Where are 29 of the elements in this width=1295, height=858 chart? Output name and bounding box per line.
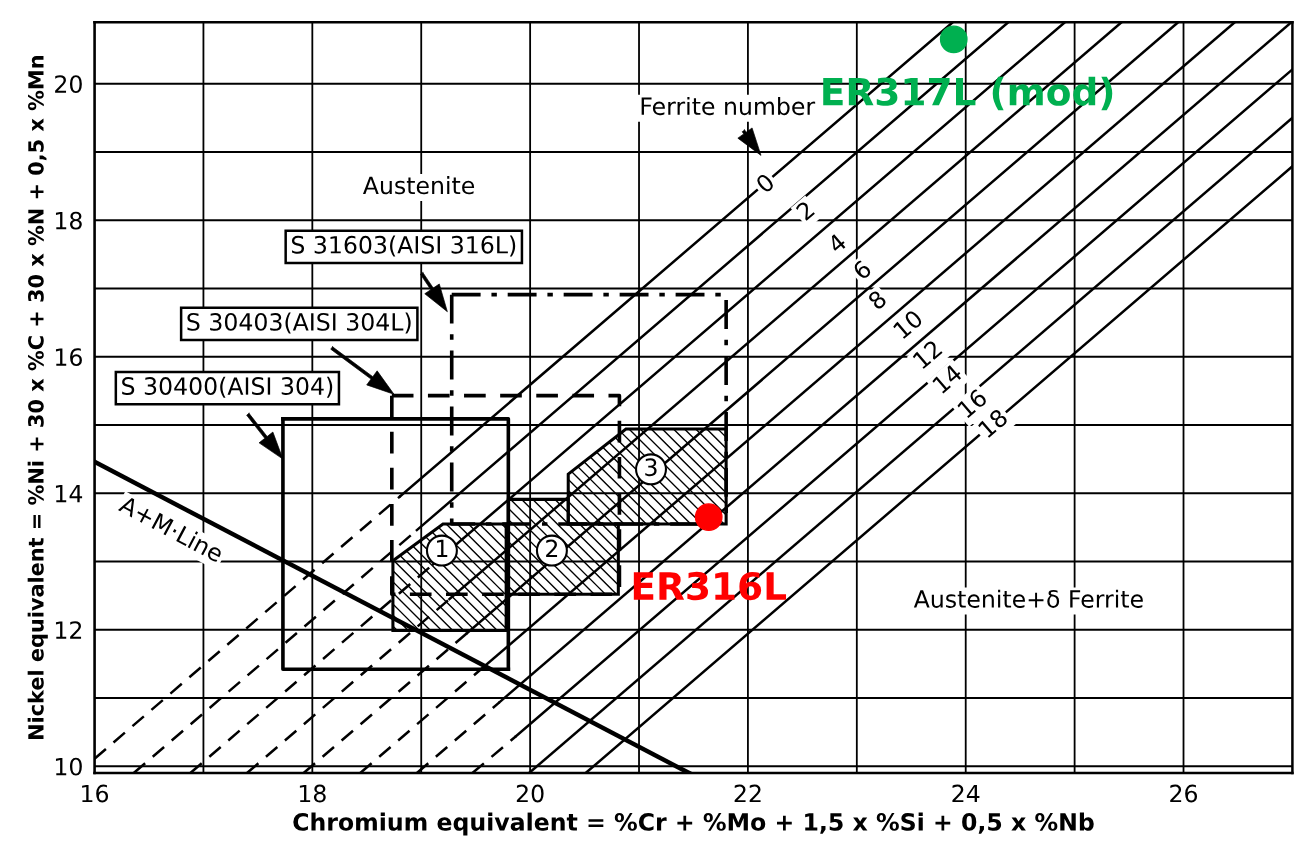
annotation: 3: [645, 458, 657, 477]
annotation: 8: [866, 289, 888, 311]
x-tick-label: 20: [516, 784, 544, 803]
annotation: Ferrite number: [641, 96, 816, 116]
annotation: 4: [826, 232, 848, 254]
annotation: 6: [851, 259, 873, 281]
y-tick-label: 12: [55, 621, 82, 639]
x-tick-label: 16: [82, 784, 109, 803]
annotation: 1: [437, 539, 448, 558]
y-tick-label: 14: [55, 484, 83, 503]
annotation: Austenite+δ Ferrite: [913, 589, 1143, 608]
y-tick-label: 20: [55, 75, 82, 94]
annotation: S 30400(AISI 304): [122, 376, 333, 398]
annotation: 10: [892, 308, 924, 340]
annotation: 0: [754, 172, 776, 194]
annotation: S 31603(AISI 316L): [291, 235, 516, 257]
annotation: 2: [546, 539, 558, 558]
x-tick-label: 18: [299, 784, 326, 803]
x-tick-label: 26: [1170, 784, 1198, 803]
annotation: S 30403(AISI 304L): [187, 312, 411, 334]
y-axis-title: Nickel equivalent = %Ni + 30 x %C + 30 x %N + 0,5 x %Mn: [27, 56, 48, 739]
y-tick-label: 16: [55, 348, 82, 367]
annotation: 2: [795, 200, 815, 221]
annotation: Austenite: [362, 176, 475, 195]
x-tick-label: 24: [952, 784, 980, 803]
x-tick-label: 22: [734, 784, 761, 803]
y-tick-label: 18: [55, 211, 82, 230]
x-axis-title: Chromium equivalent = %Cr + %Mo + 1,5 x %Si + 0,5 x %Nb: [293, 812, 1094, 836]
y-tick-label: 10: [55, 757, 82, 776]
